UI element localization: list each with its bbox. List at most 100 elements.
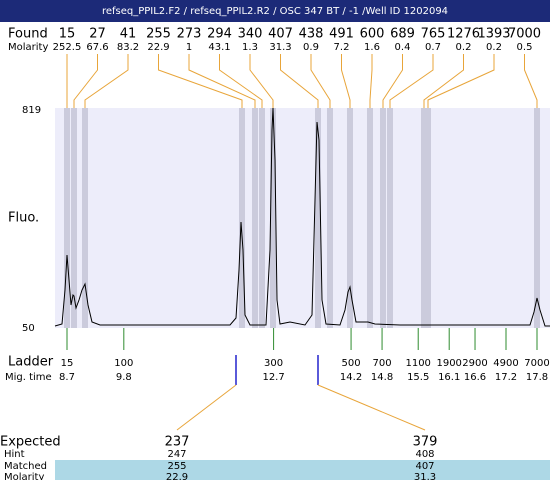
found-leader — [389, 54, 434, 108]
ladder-time: 16.6 — [464, 372, 486, 383]
peak-band — [82, 108, 88, 328]
expected-leader — [317, 384, 426, 431]
ladder-size: 4900 — [493, 358, 518, 369]
expected-value: 237 — [165, 435, 190, 450]
peak-band — [425, 108, 431, 328]
peak-band — [327, 108, 333, 328]
found-leader — [427, 54, 495, 108]
peak-band — [367, 108, 373, 328]
ladder-size: 1100 — [405, 358, 430, 369]
mig-time-label: Mig. time — [5, 372, 52, 383]
found-size: 1393 — [477, 27, 510, 42]
found-size: 41 — [120, 27, 137, 42]
peak-band — [71, 108, 77, 328]
found-size: 15 — [59, 27, 76, 42]
peak-band — [380, 108, 386, 328]
expected-value: 247 — [167, 449, 186, 460]
found-size: 7000 — [508, 27, 541, 42]
peak-band — [534, 108, 540, 328]
found-molarity: 1.6 — [364, 42, 380, 53]
ladder-size: 1900 — [436, 358, 461, 369]
found-leader — [369, 54, 373, 108]
matched-band — [55, 460, 550, 480]
ladder-time: 16.1 — [438, 372, 460, 383]
found-leader — [73, 54, 98, 108]
ladder-size: 2900 — [462, 358, 487, 369]
expected-value: 31.3 — [414, 472, 436, 480]
title: refseq_PPIL2.F2 / refseq_PPIL2.R2 / OSC … — [102, 6, 448, 17]
found-size: 689 — [390, 27, 415, 42]
found-molarity: 83.2 — [117, 42, 139, 53]
found-size: 491 — [329, 27, 354, 42]
found-size: 27 — [89, 27, 106, 42]
found-leader — [280, 54, 319, 108]
ladder-size: 7000 — [524, 358, 549, 369]
ladder-time: 15.5 — [407, 372, 429, 383]
expected-value: 255 — [167, 461, 186, 472]
found-molarity: 43.1 — [208, 42, 230, 53]
found-size: 438 — [299, 27, 324, 42]
found-molarity: 22.9 — [147, 42, 169, 53]
molarity-label: Molarity — [8, 42, 48, 53]
found-molarity: 0.2 — [456, 42, 472, 53]
title-bar — [0, 0, 550, 22]
ladder-time: 9.8 — [116, 372, 132, 383]
found-size: 340 — [238, 27, 263, 42]
peak-band — [387, 108, 393, 328]
found-molarity: 31.3 — [269, 42, 291, 53]
y-tick-label: 819 — [22, 105, 41, 116]
ladder-time: 8.7 — [59, 372, 75, 383]
expected-row-label: Matched — [4, 461, 47, 472]
expected-value: 408 — [415, 449, 434, 460]
plot-area — [55, 108, 550, 328]
expected-leader — [176, 384, 237, 431]
expected-row-label: Hint — [4, 449, 25, 460]
peak-band — [315, 108, 321, 328]
ladder-label: Ladder — [8, 355, 54, 370]
ladder-size: 300 — [264, 358, 283, 369]
found-leader — [341, 54, 351, 108]
found-size: 1276 — [447, 27, 480, 42]
peak-band — [347, 108, 353, 328]
found-leader — [249, 54, 274, 108]
found-size: 600 — [360, 27, 385, 42]
peak-band — [64, 108, 70, 328]
peak-band — [421, 108, 427, 328]
ladder-time: 12.7 — [262, 372, 284, 383]
expected-row-label: Expected — [0, 435, 61, 450]
ladder-size: 15 — [61, 358, 74, 369]
found-molarity: 1.3 — [242, 42, 258, 53]
found-label: Found — [8, 27, 48, 42]
found-size: 255 — [146, 27, 171, 42]
found-size: 273 — [177, 27, 202, 42]
y-axis-label: Fluo. — [8, 211, 39, 226]
found-size: 294 — [207, 27, 232, 42]
expected-value: 379 — [413, 435, 438, 450]
found-leader — [84, 54, 129, 108]
expected-row-label: Molarity — [4, 472, 44, 480]
found-molarity: 0.9 — [303, 42, 319, 53]
found-molarity: 252.5 — [53, 42, 82, 53]
peak-band — [270, 108, 276, 328]
found-size: 407 — [268, 27, 293, 42]
ladder-time: 17.2 — [495, 372, 517, 383]
peak-band — [252, 108, 258, 328]
found-molarity: 0.2 — [486, 42, 502, 53]
found-leader — [158, 54, 243, 108]
ladder-time: 14.8 — [371, 372, 393, 383]
found-molarity: 0.4 — [395, 42, 411, 53]
found-leader — [382, 54, 403, 108]
ladder-size: 700 — [373, 358, 392, 369]
found-leader — [423, 54, 464, 108]
peak-band — [259, 108, 265, 328]
found-molarity: 7.2 — [334, 42, 350, 53]
ladder-time: 17.8 — [526, 372, 548, 383]
ladder-size: 100 — [114, 358, 133, 369]
found-leader — [310, 54, 331, 108]
found-molarity: 1 — [186, 42, 192, 53]
found-leader — [524, 54, 538, 108]
expected-value: 407 — [415, 461, 434, 472]
found-leader — [188, 54, 256, 108]
y-tick-label: 50 — [22, 323, 35, 334]
